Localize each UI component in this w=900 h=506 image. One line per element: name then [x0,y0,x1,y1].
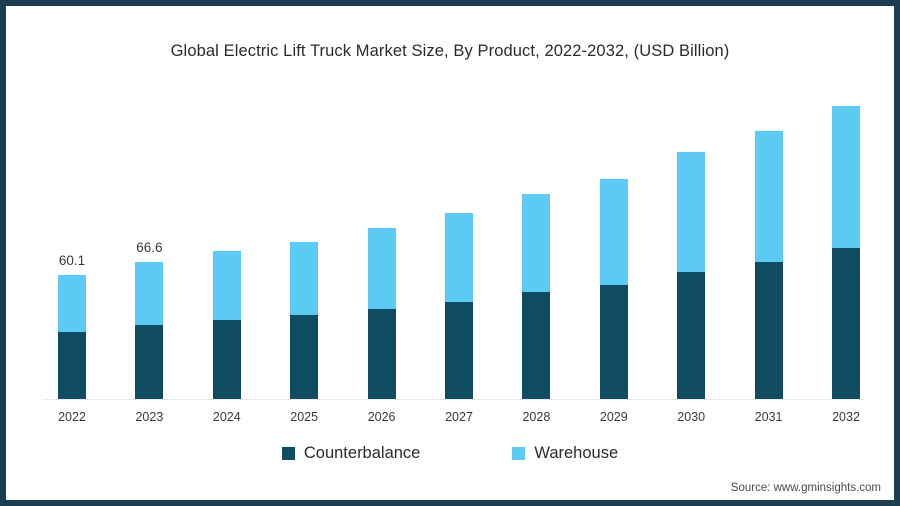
chart-canvas: Global Electric Lift Truck Market Size, … [6,6,894,500]
bar-segment-counterbalance-2025[interactable] [290,315,319,399]
bar-segment-warehouse-2025[interactable] [290,242,319,316]
bar-group-2032[interactable] [832,106,860,399]
bar-segment-counterbalance-2030[interactable] [677,271,706,399]
bar-segment-warehouse-2028[interactable] [522,193,551,292]
bar-segment-counterbalance-2024[interactable] [212,320,241,399]
bar-segment-counterbalance-2032[interactable] [832,248,860,399]
chart-title: Global Electric Lift Truck Market Size, … [170,42,730,60]
bar-group-2027[interactable] [445,213,473,399]
x-tick-2022: 2022 [58,410,86,424]
bar-group-2030[interactable] [677,151,706,399]
bar-group-2028[interactable] [522,193,551,399]
plot-area: 60.1 66.6 2022 2023 2024 2025 2026 2027 2028 202… [6,6,894,424]
chart-legend: Counterbalance Warehouse [6,444,894,463]
x-tick-2030: 2030 [677,410,706,424]
bar-segment-warehouse-2030[interactable] [677,151,706,272]
bar-value-label-2022: 60.1 [58,253,86,269]
bar-group-2024[interactable] [212,251,241,399]
bar-segment-counterbalance-2029[interactable] [599,284,628,399]
bar-segment-counterbalance-2031[interactable] [754,262,783,399]
bar-segment-warehouse-2032[interactable] [832,106,860,248]
bar-group-2023[interactable]: 66.6 [135,240,164,399]
bar-segment-counterbalance-2027[interactable] [445,302,473,399]
legend-swatch-counterbalance [281,447,295,460]
x-tick-2029: 2029 [599,410,628,424]
bar-segment-counterbalance-2026[interactable] [367,309,396,399]
bar-group-2026[interactable] [367,228,396,399]
bar-segment-counterbalance-2028[interactable] [522,291,551,399]
source-attribution: Source: www.gminsights.com [730,482,881,494]
x-tick-2031: 2031 [754,410,783,424]
bar-segment-warehouse-2026[interactable] [367,228,396,310]
legend-item-warehouse[interactable]: Warehouse [512,444,618,463]
bar-group-2025[interactable] [290,242,319,399]
x-axis-line [42,399,864,400]
x-tick-2023: 2023 [135,410,164,424]
x-tick-2027: 2027 [445,410,473,424]
bar-group-2031[interactable] [754,130,783,399]
x-tick-2025: 2025 [290,410,319,424]
bar-value-label-2023: 66.6 [136,239,163,255]
legend-swatch-warehouse [512,447,526,460]
legend-label-warehouse: Warehouse [534,444,619,462]
bar-group-2022[interactable]: 60.1 [58,253,86,399]
bar-segment-counterbalance-2023[interactable] [135,324,164,399]
x-tick-2028: 2028 [522,410,551,424]
bar-segment-warehouse-2023[interactable] [135,261,164,325]
legend-item-counterbalance[interactable]: Counterbalance [281,444,421,463]
x-tick-2026: 2026 [367,410,396,424]
bar-segment-warehouse-2029[interactable] [599,178,628,285]
legend-label-counterbalance: Counterbalance [303,444,421,462]
x-tick-2032: 2032 [832,410,860,424]
bar-segment-warehouse-2024[interactable] [212,251,241,320]
bar-segment-warehouse-2022[interactable] [58,275,86,332]
bar-segment-warehouse-2031[interactable] [754,130,783,263]
bar-group-2029[interactable] [599,178,628,399]
x-tick-2024: 2024 [212,410,241,424]
bar-segment-warehouse-2027[interactable] [445,213,473,303]
bar-segment-counterbalance-2022[interactable] [58,331,86,399]
